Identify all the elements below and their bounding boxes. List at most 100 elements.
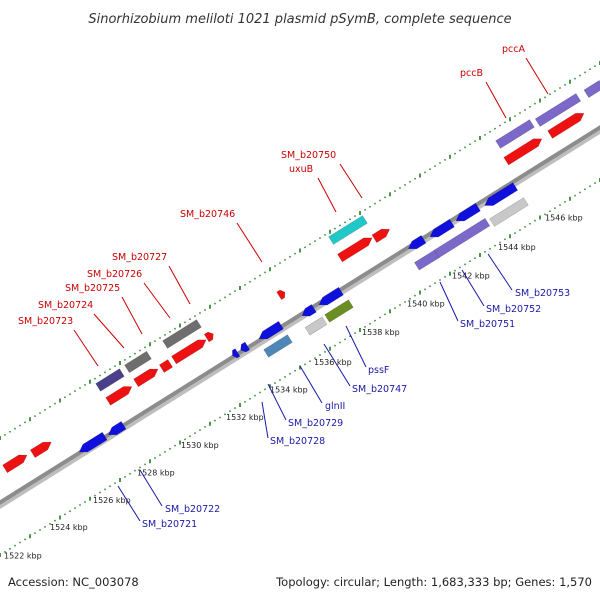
- leader-line: [461, 269, 485, 307]
- feature-arrow: [263, 334, 293, 358]
- gene-label: SM_b20722: [165, 504, 220, 515]
- leader-line: [93, 313, 125, 349]
- leader-line: [299, 365, 323, 404]
- backbone: [0, 125, 600, 510]
- scale-label: 1526 kbp: [93, 496, 131, 505]
- feature-arrow: [105, 386, 133, 406]
- leader-line: [168, 265, 191, 305]
- gene-label: SM_b20721: [142, 519, 197, 530]
- leader-line: [73, 329, 99, 367]
- feature-arrow: [484, 182, 518, 206]
- feature-arrow: [162, 319, 202, 349]
- forward-tick-track: [0, 61, 600, 440]
- leader-line: [323, 343, 351, 387]
- leader-line: [439, 281, 459, 322]
- leader-line: [339, 163, 363, 199]
- gene-label: glnII: [325, 401, 345, 412]
- feature-arrow: [301, 304, 317, 317]
- feature-arrow: [2, 454, 28, 474]
- feature-arrow: [276, 289, 286, 301]
- feature-arrow: [78, 431, 108, 453]
- scale-label: 1530 kbp: [181, 441, 219, 450]
- feature-arrow: [95, 368, 125, 392]
- feature-arrow: [124, 350, 152, 374]
- feature-arrow: [547, 113, 585, 139]
- feature-arrow: [433, 217, 491, 259]
- feature-arrow: [583, 80, 600, 98]
- feature-arrow: [429, 218, 455, 238]
- feature-arrow: [304, 316, 328, 336]
- leader-line: [121, 296, 143, 335]
- feature-arrow: [371, 228, 391, 243]
- scale-labels: 1522 kbp 1524 kbp 1526 kbp 1528 kbp 1530 kbp…: [4, 213, 583, 560]
- gene-label: pssF: [368, 365, 389, 376]
- scale-label: 1540 kbp: [407, 300, 445, 309]
- gene-labels: SM_b20723 SM_b20724 SM_b20725 SM_b20726 SM_b…: [18, 44, 570, 530]
- leader-line: [236, 222, 263, 263]
- scale-label: 1544 kbp: [498, 243, 536, 252]
- scale-label: 1536 kbp: [314, 358, 352, 367]
- gene-label: SM_b20751: [460, 319, 515, 330]
- accession: Accession: NC_003078: [8, 575, 139, 589]
- feature-arrow: [258, 320, 284, 340]
- leader-line: [117, 485, 141, 522]
- gene-label: pccA: [502, 44, 525, 55]
- scale-label: 1524 kbp: [50, 523, 88, 532]
- leader-line: [143, 282, 171, 319]
- feature-arrow: [318, 286, 344, 306]
- gene-label: SM_b20750: [281, 150, 336, 161]
- leader-line: [139, 469, 163, 507]
- feature-arrow: [159, 359, 173, 373]
- feature-arrow: [107, 421, 127, 436]
- feature-arrow: [133, 368, 159, 388]
- gene-label: uxuB: [289, 164, 313, 175]
- gene-label: SM_b20727: [112, 252, 167, 263]
- feature-arrow: [337, 237, 373, 263]
- feature-arrow: [455, 202, 481, 222]
- leader-line: [267, 383, 287, 421]
- backbone-shadow: [0, 126, 600, 510]
- backbone-line: [0, 125, 600, 505]
- gene-label: SM_b20726: [87, 269, 142, 280]
- gene-label: SM_b20747: [352, 384, 407, 395]
- gene-label: SM_b20724: [38, 300, 93, 311]
- feature-track: [2, 80, 600, 474]
- leader-line: [525, 57, 549, 95]
- label-leaders: [73, 57, 549, 522]
- gene-label: SM_b20752: [486, 304, 541, 315]
- map-summary: Topology: circular; Length: 1,683,333 bp…: [275, 575, 592, 589]
- leader-line: [345, 325, 367, 368]
- scale-label: 1528 kbp: [137, 468, 175, 477]
- gene-label: SM_b20723: [18, 316, 73, 327]
- scale-label: 1538 kbp: [362, 328, 400, 337]
- leader-line: [261, 401, 269, 439]
- feature-arrow: [29, 441, 52, 458]
- gene-label: SM_b20728: [270, 436, 325, 447]
- feature-arrow: [534, 93, 582, 127]
- scale-label: 1534 kbp: [270, 385, 308, 394]
- reverse-tick-track: [0, 178, 600, 557]
- feature-arrow: [503, 138, 543, 166]
- feature-arrow: [171, 339, 207, 365]
- scale-label: 1546 kbp: [545, 213, 583, 222]
- feature-arrow: [203, 331, 214, 343]
- scale-label: 1532 kbp: [226, 413, 264, 422]
- scale-label: 1542 kbp: [452, 272, 490, 281]
- feature-arrow: [489, 197, 529, 227]
- gene-label: SM_b20753: [515, 288, 570, 299]
- gene-label: SM_b20746: [180, 209, 235, 220]
- feature-arrow: [407, 235, 427, 250]
- gene-label: SM_b20725: [65, 283, 120, 294]
- gene-label: SM_b20729: [288, 418, 343, 429]
- feature-arrow: [495, 119, 535, 149]
- gene-label: pccB: [460, 68, 483, 79]
- feature-arrow: [232, 348, 241, 359]
- feature-arrow: [414, 249, 440, 271]
- leader-line: [317, 177, 337, 213]
- feature-arrow: [240, 341, 251, 353]
- leader-line: [487, 253, 513, 291]
- feature-arrow: [328, 215, 368, 245]
- map-title: Sinorhizobium meliloti 1021 plasmid pSym…: [88, 12, 511, 27]
- leader-line: [485, 81, 507, 119]
